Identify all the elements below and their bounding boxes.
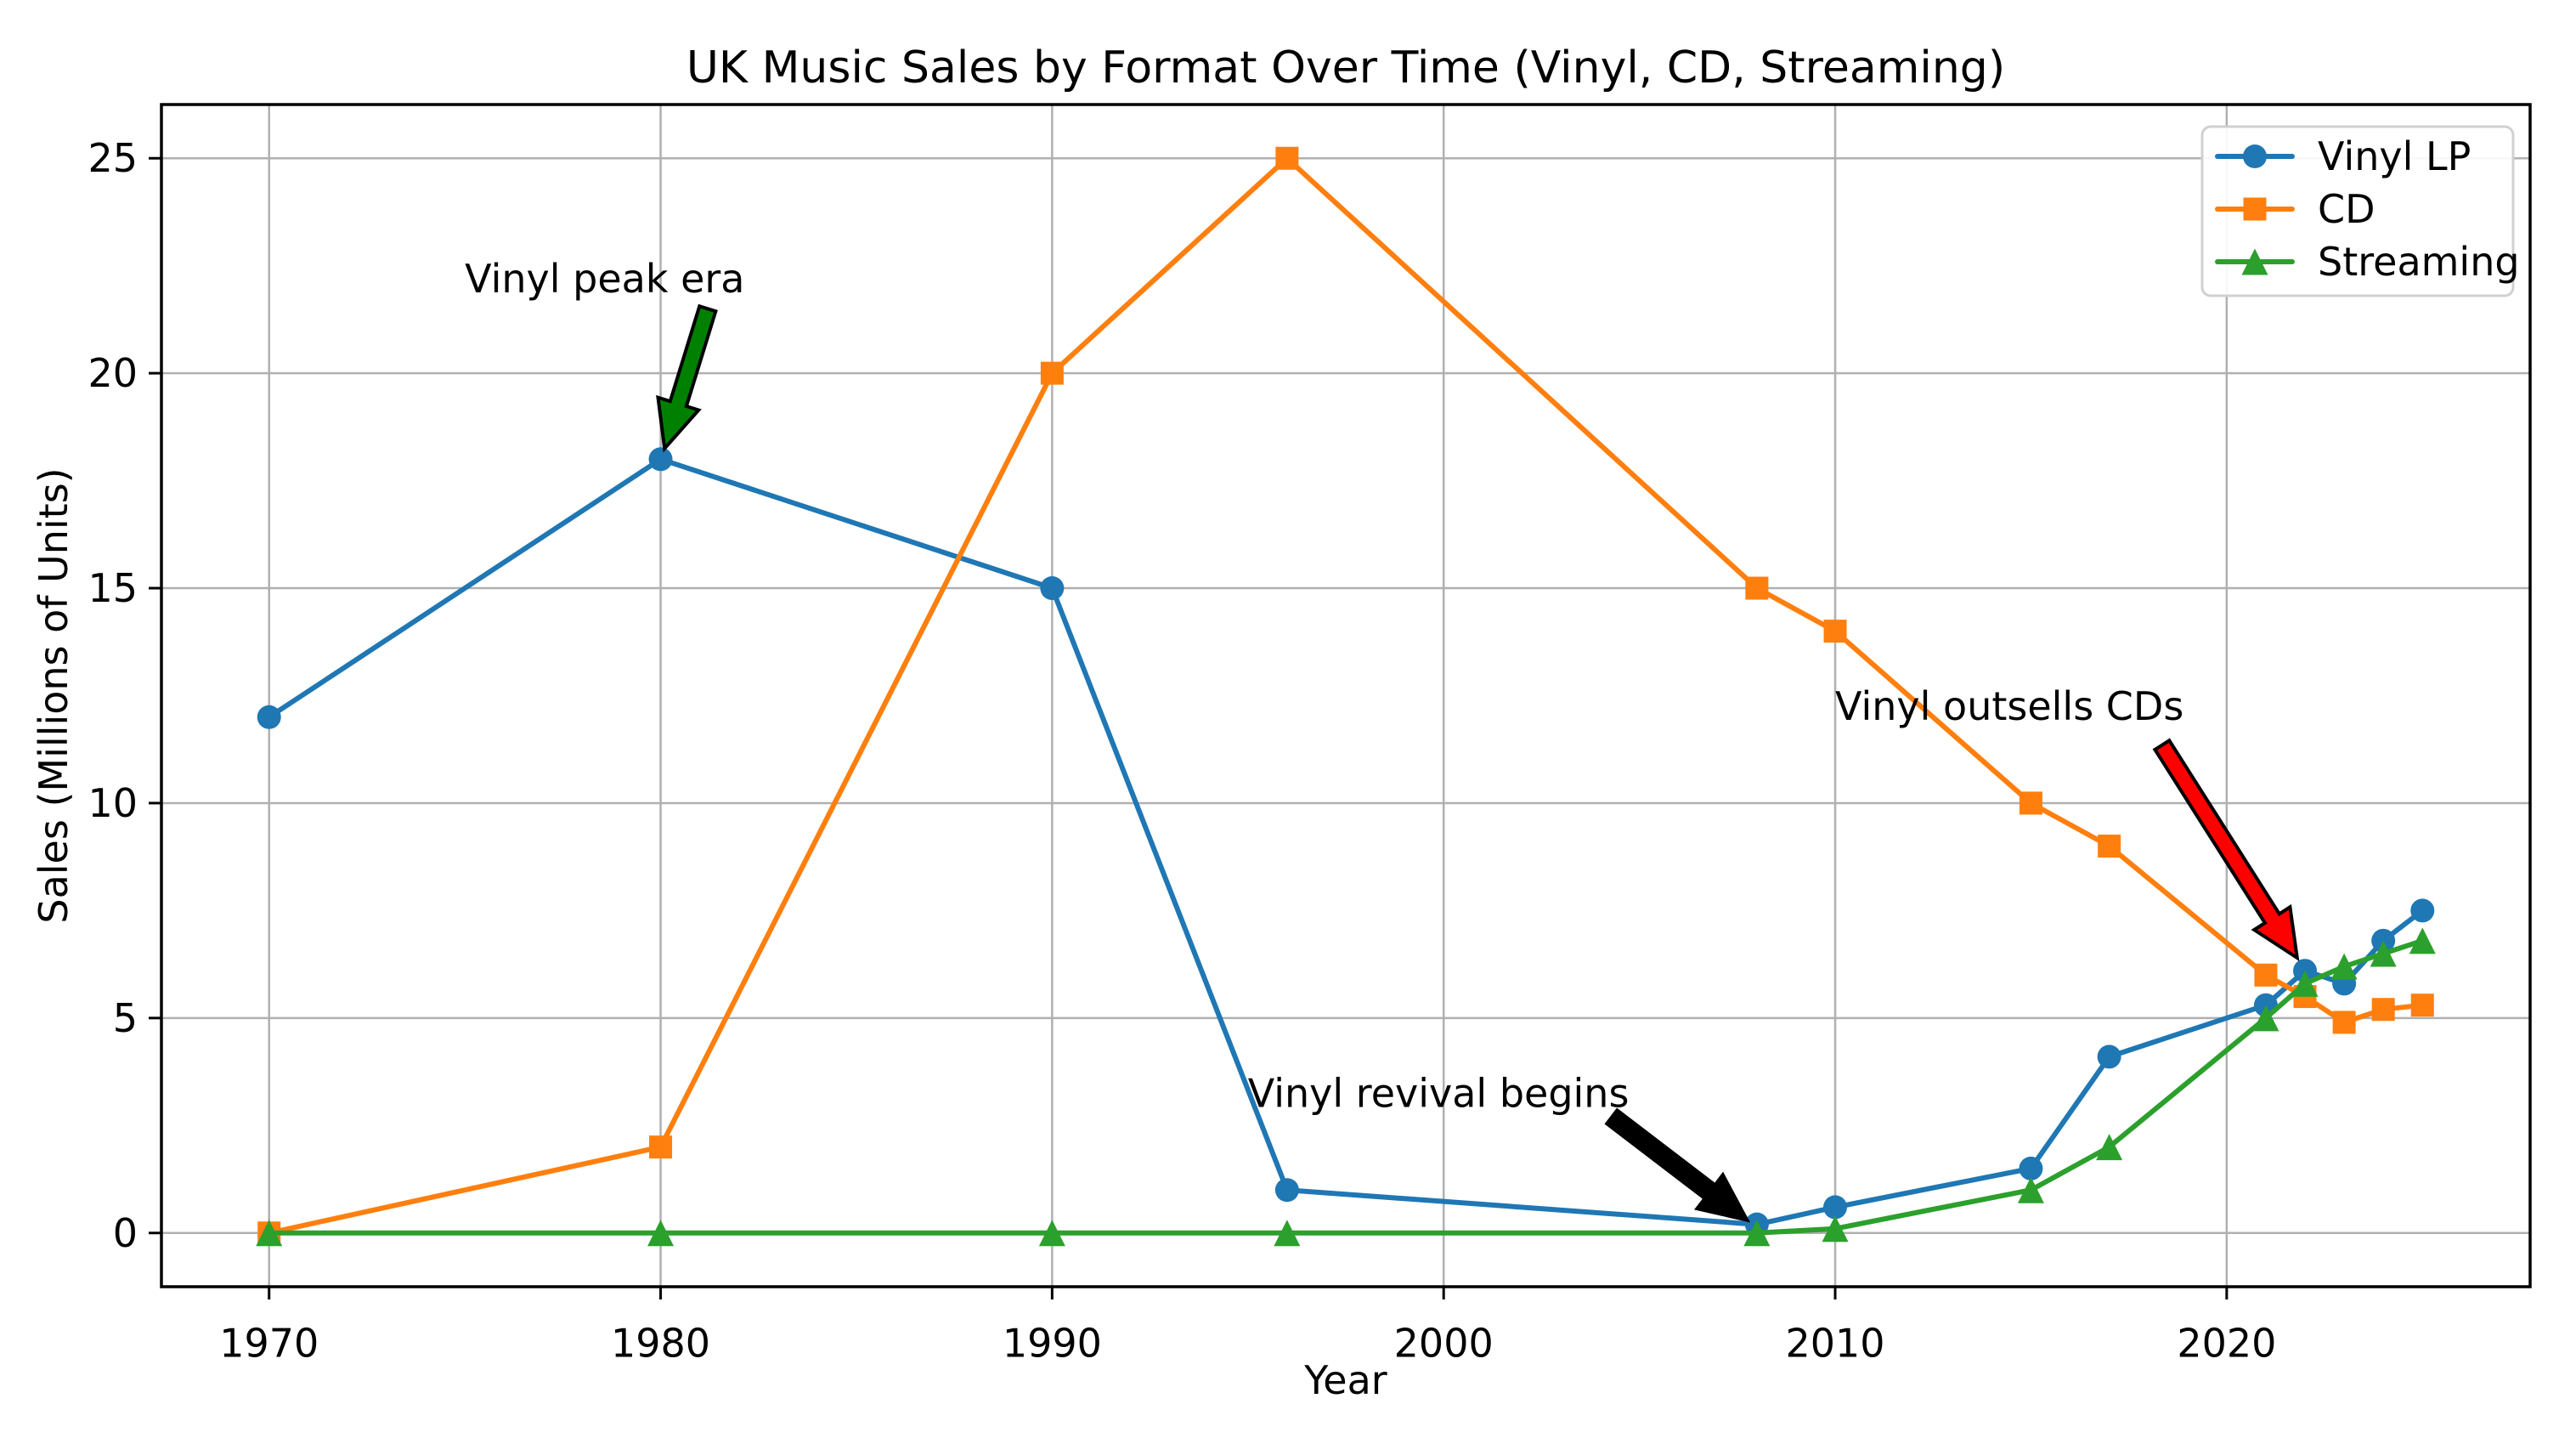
grid xyxy=(161,105,2530,1287)
vinyl-lp-marker xyxy=(2410,898,2435,923)
series-cd xyxy=(257,146,2434,1245)
annotation-text: Vinyl revival begins xyxy=(1248,1070,1630,1116)
plot-border xyxy=(160,103,2532,1288)
x-tick-label: 2010 xyxy=(1785,1320,1884,1366)
streaming-marker xyxy=(2017,1176,2044,1203)
streaming-marker xyxy=(2370,940,2397,967)
annotation-arrow-icon xyxy=(2152,738,2300,962)
y-tick-label: 20 xyxy=(88,350,138,396)
streaming-marker xyxy=(1274,1220,1301,1247)
y-tick-label: 0 xyxy=(113,1210,138,1256)
axes-ticks: 1970 1980 1990 2000 2010 2020 0 5 10 15 20 25 xyxy=(88,135,2276,1366)
cd-marker xyxy=(1275,146,1299,170)
cd-marker xyxy=(649,1135,673,1159)
vinyl-lp-marker xyxy=(2019,1156,2043,1180)
streaming-marker xyxy=(1743,1220,1771,1247)
x-axis-label: Year xyxy=(1303,1357,1387,1403)
cd-marker xyxy=(2371,998,2395,1022)
y-tick-label: 5 xyxy=(113,995,138,1041)
cd-marker xyxy=(2019,791,2042,815)
y-tick-label: 10 xyxy=(88,780,138,826)
annotation-arrow-icon xyxy=(1604,1107,1751,1223)
legend-label: Streaming xyxy=(2318,239,2520,285)
vinyl-lp-marker xyxy=(257,705,281,729)
legend-circle-icon xyxy=(2243,144,2267,168)
cd-marker xyxy=(2098,835,2121,858)
y-tick-label: 15 xyxy=(88,565,138,611)
x-tick-label: 2020 xyxy=(2177,1320,2276,1366)
legend-item-cd: CD xyxy=(2215,186,2375,232)
cd-marker xyxy=(2332,1011,2356,1034)
annotation-vinyl-peak-era: Vinyl peak era xyxy=(465,256,745,453)
x-tick-label: 1990 xyxy=(1003,1320,1102,1366)
cd-marker xyxy=(2410,994,2434,1017)
streaming-marker xyxy=(1038,1220,1065,1247)
streaming-marker xyxy=(2330,953,2358,980)
streaming-marker xyxy=(1822,1215,1849,1243)
streaming-marker xyxy=(2409,927,2436,954)
vinyl-lp-marker xyxy=(648,447,673,472)
legend-label: CD xyxy=(2318,186,2375,232)
vinyl-lp-marker xyxy=(1823,1195,1848,1220)
vinyl-lp-marker xyxy=(1040,576,1065,601)
legend-box xyxy=(2200,125,2515,297)
cd-marker xyxy=(1745,576,1769,600)
annotation-vinyl-outsells-cds: Vinyl outsells CDs xyxy=(1835,683,2300,962)
cd-marker xyxy=(1823,620,1847,643)
y-axis-label: Sales (Millions of Units) xyxy=(31,467,76,923)
vinyl-lp-marker xyxy=(2097,1045,2121,1069)
cd-marker xyxy=(1040,361,1064,385)
streaming-marker xyxy=(2291,970,2319,997)
legend-triangle-icon xyxy=(2241,248,2268,275)
annotation-text: Vinyl outsells CDs xyxy=(1835,683,2183,729)
chart-title: UK Music Sales by Format Over Time (Viny… xyxy=(686,42,2005,93)
streaming-marker xyxy=(256,1220,283,1247)
y-tick-label: 25 xyxy=(88,135,138,181)
x-tick-label: 2000 xyxy=(1394,1320,1494,1366)
streaming-marker xyxy=(2252,1005,2279,1032)
annotation-vinyl-revival-begins: Vinyl revival begins xyxy=(1248,1070,1751,1223)
series-streaming xyxy=(256,927,2436,1247)
x-tick-label: 1970 xyxy=(219,1320,319,1366)
legend-square-icon xyxy=(2243,197,2267,221)
vinyl-lp-marker xyxy=(1274,1178,1299,1203)
x-tick-label: 1980 xyxy=(611,1320,710,1366)
legend: Vinyl LP CD Streaming xyxy=(2200,125,2520,297)
streaming-marker xyxy=(647,1220,675,1247)
legend-item-streaming: Streaming xyxy=(2215,239,2520,285)
cd-marker xyxy=(2254,963,2278,987)
streaming-marker xyxy=(2096,1134,2123,1161)
annotation-arrow-icon xyxy=(656,303,718,453)
legend-label: Vinyl LP xyxy=(2318,133,2471,179)
annotation-text: Vinyl peak era xyxy=(465,256,744,302)
legend-item-vinyl-lp: Vinyl LP xyxy=(2215,133,2471,179)
